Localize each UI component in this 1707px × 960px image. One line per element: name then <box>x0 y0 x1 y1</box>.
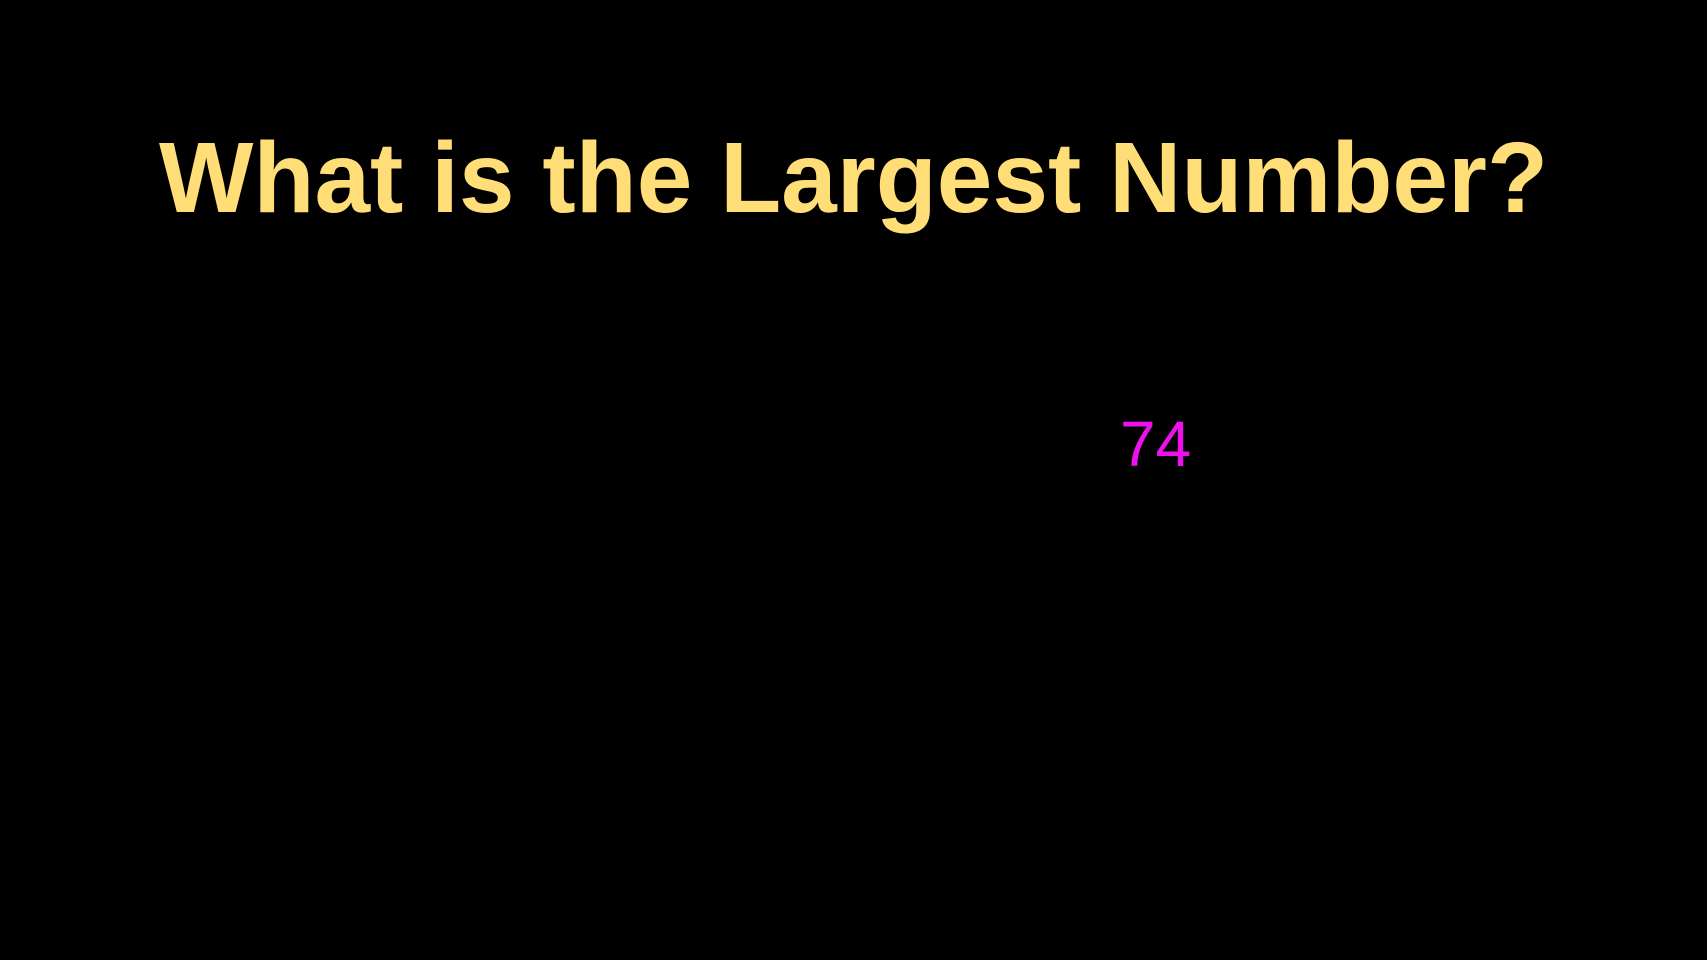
slide-title: What is the Largest Number? <box>158 122 1549 234</box>
displayed-number: 74 <box>1120 408 1192 480</box>
